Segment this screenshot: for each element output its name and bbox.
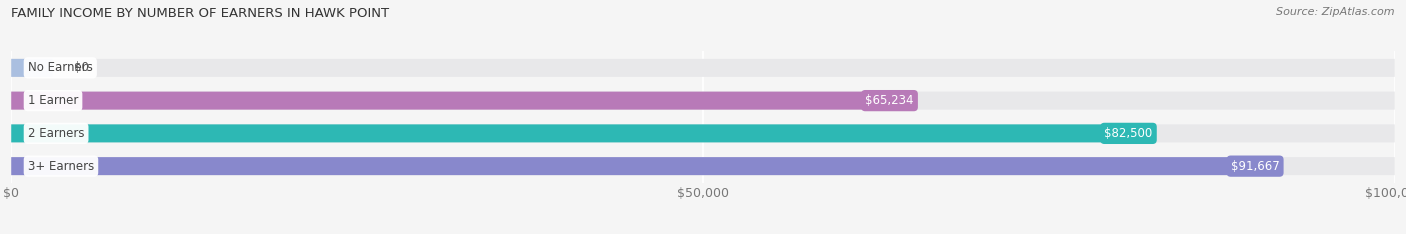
Text: 3+ Earners: 3+ Earners	[28, 160, 94, 173]
FancyBboxPatch shape	[11, 59, 53, 77]
Text: $0: $0	[73, 61, 89, 74]
FancyBboxPatch shape	[11, 157, 1279, 175]
Text: 2 Earners: 2 Earners	[28, 127, 84, 140]
Text: No Earners: No Earners	[28, 61, 93, 74]
Text: $91,667: $91,667	[1230, 160, 1279, 173]
FancyBboxPatch shape	[11, 91, 914, 110]
Text: Source: ZipAtlas.com: Source: ZipAtlas.com	[1277, 7, 1395, 17]
Text: $65,234: $65,234	[865, 94, 914, 107]
FancyBboxPatch shape	[11, 124, 1153, 142]
FancyBboxPatch shape	[11, 157, 1395, 175]
Text: $82,500: $82,500	[1104, 127, 1153, 140]
Text: 1 Earner: 1 Earner	[28, 94, 79, 107]
FancyBboxPatch shape	[11, 124, 1395, 142]
Text: FAMILY INCOME BY NUMBER OF EARNERS IN HAWK POINT: FAMILY INCOME BY NUMBER OF EARNERS IN HA…	[11, 7, 389, 20]
FancyBboxPatch shape	[11, 91, 1395, 110]
FancyBboxPatch shape	[11, 59, 1395, 77]
